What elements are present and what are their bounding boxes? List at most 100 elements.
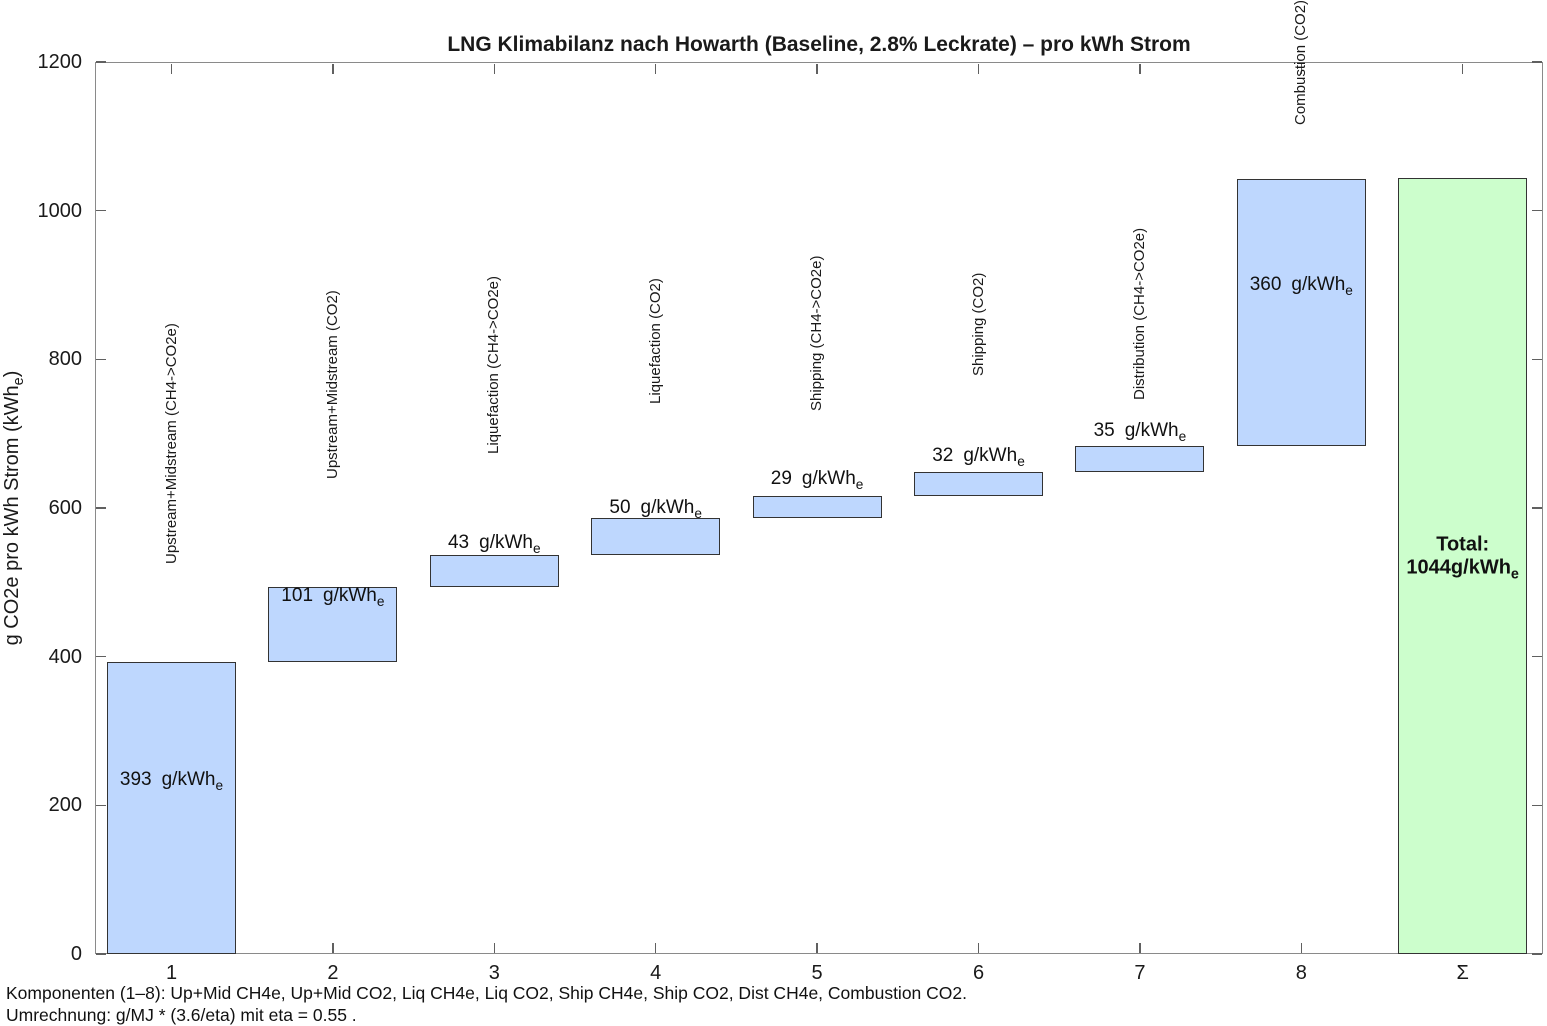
segment-value-label: 101 g/kWhe: [281, 585, 384, 609]
x-tick-top: [332, 63, 334, 74]
x-tick-top: [1461, 63, 1464, 74]
value-number: 35: [1093, 420, 1115, 442]
segment-name-label-text: Shipping (CH4->CO2e): [808, 255, 826, 412]
x-tick-top: [977, 63, 980, 74]
x-tick-top: [1139, 63, 1141, 74]
x-tick-top: [1300, 63, 1303, 74]
segment-value-label: 35 g/kWhe: [1094, 420, 1187, 444]
x-tick-bottom: [1139, 942, 1141, 953]
x-tick-bottom: [977, 942, 980, 953]
segment-value-label: 50 g/kWhe: [609, 497, 702, 521]
value-unit: g/kWh: [161, 769, 216, 791]
waterfall-segment-bar: [591, 517, 721, 555]
value-unit-subscript: e: [376, 594, 385, 610]
value-number: 50: [609, 497, 631, 519]
value-unit: g/kWh: [963, 445, 1018, 467]
x-tick-label: 8: [1295, 962, 1307, 984]
value-unit: g/kWh: [640, 497, 695, 519]
total-value-label: Total: 1044g/kWhe: [1406, 533, 1519, 586]
value-unit: g/kWh: [1450, 556, 1511, 579]
y-tick-right: [1531, 953, 1542, 955]
value-number: 43: [447, 531, 470, 553]
value-unit: g/kWh: [1124, 420, 1179, 442]
x-tick-label: 1: [165, 962, 178, 984]
segment-value-label: 32 g/kWhe: [932, 445, 1025, 469]
y-tick-label: 200: [48, 794, 82, 817]
x-tick-label: 7: [1134, 962, 1146, 984]
waterfall-segment-bar: [1075, 446, 1205, 473]
waterfall-segment-bar: [752, 496, 882, 518]
value-unit-subscript: e: [1178, 429, 1187, 445]
value-unit: g/kWh: [323, 585, 377, 607]
y-tick-left: [96, 655, 106, 658]
segment-value-label: 29 g/kWhe: [771, 468, 864, 492]
y-tick-left: [96, 358, 106, 361]
segment-name-label-text: Combustion (CO2): [1292, 0, 1310, 125]
y-tick-label: 400: [48, 645, 82, 668]
y-tick-right: [1531, 507, 1542, 509]
value-unit-subscript: e: [1345, 282, 1353, 298]
x-tick-top: [654, 63, 657, 74]
x-tick-label: 5: [811, 962, 823, 984]
x-tick-bottom: [1300, 942, 1303, 953]
value-number: 360: [1249, 273, 1282, 295]
segment-value-label: 393 g/kWhe: [120, 769, 223, 793]
y-tick-right: [1531, 209, 1542, 212]
segment-name-label-text: Liquefaction (CH4->CO2e): [485, 275, 503, 454]
chart-title: LNG Klimabilanz nach Howarth (Baseline, …: [447, 33, 1191, 56]
segment-name-label-text: Liquefaction (CO2): [646, 277, 664, 404]
value-unit-subscript: e: [694, 506, 702, 522]
value-number: 32: [932, 445, 954, 467]
y-tick-label: 800: [48, 348, 82, 371]
total-bar: [1398, 177, 1528, 954]
value-unit-subscript: e: [855, 476, 864, 492]
x-tick-top: [493, 63, 496, 74]
value-unit: g/kWh: [479, 531, 533, 553]
x-tick-label: 6: [972, 962, 985, 984]
y-tick-right: [1531, 655, 1542, 658]
y-tick-label: 600: [48, 497, 82, 519]
x-tick-label: 4: [650, 962, 662, 984]
segment-name-label-text: Upstream+Midstream (CO2): [323, 289, 341, 479]
value-unit-subscript: e: [532, 540, 541, 556]
waterfall-segment-bar: [268, 586, 398, 662]
y-tick-right: [1531, 61, 1542, 63]
x-tick-label: 3: [488, 962, 500, 984]
x-tick-label: 2: [327, 962, 339, 984]
footnote-line-2: Umrechnung: g/MJ * (3.6/eta) mit eta = 0…: [6, 1005, 357, 1025]
value-number: 1044: [1406, 556, 1451, 579]
waterfall-segment-bar: [914, 472, 1043, 497]
y-tick-right: [1531, 804, 1542, 807]
total-label-line2: 1044g/kWhe: [1406, 556, 1519, 586]
y-tick-left: [96, 209, 106, 212]
x-tick-bottom: [816, 942, 818, 953]
y-tick-label: 1200: [37, 51, 83, 73]
value-unit-subscript: e: [1017, 454, 1025, 470]
x-tick-top: [816, 63, 818, 74]
waterfall-segment-bar: [1236, 178, 1366, 447]
value-unit: g/kWh: [801, 467, 856, 489]
y-tick-left: [96, 804, 106, 807]
y-tick-label: 0: [70, 943, 82, 965]
value-unit-subscript: e: [1510, 566, 1519, 583]
x-tick-bottom: [493, 942, 496, 953]
x-tick-bottom: [332, 942, 334, 953]
waterfall-segment-bar: [429, 554, 559, 587]
value-number: 101: [281, 585, 314, 607]
x-tick-label: Σ: [1456, 962, 1469, 984]
footnote-line-1: Komponenten (1–8): Up+Mid CH4e, Up+Mid C…: [6, 983, 967, 1003]
y-tick-label: 1000: [37, 199, 83, 222]
segment-name-label-text: Upstream+Midstream (CH4->CO2e): [162, 322, 180, 564]
segment-value-label: 43 g/kWhe: [448, 532, 541, 556]
value-number: 29: [770, 467, 792, 489]
y-tick-left: [96, 61, 106, 63]
total-label-line1: Total:: [1436, 533, 1490, 556]
segment-name-label-text: Distribution (CH4->CO2e): [1130, 228, 1148, 401]
waterfall-segment-bar: [107, 661, 236, 954]
y-tick-left: [96, 953, 106, 955]
value-number: 393: [119, 769, 152, 791]
x-tick-top: [170, 63, 173, 74]
y-tick-left: [96, 507, 106, 509]
